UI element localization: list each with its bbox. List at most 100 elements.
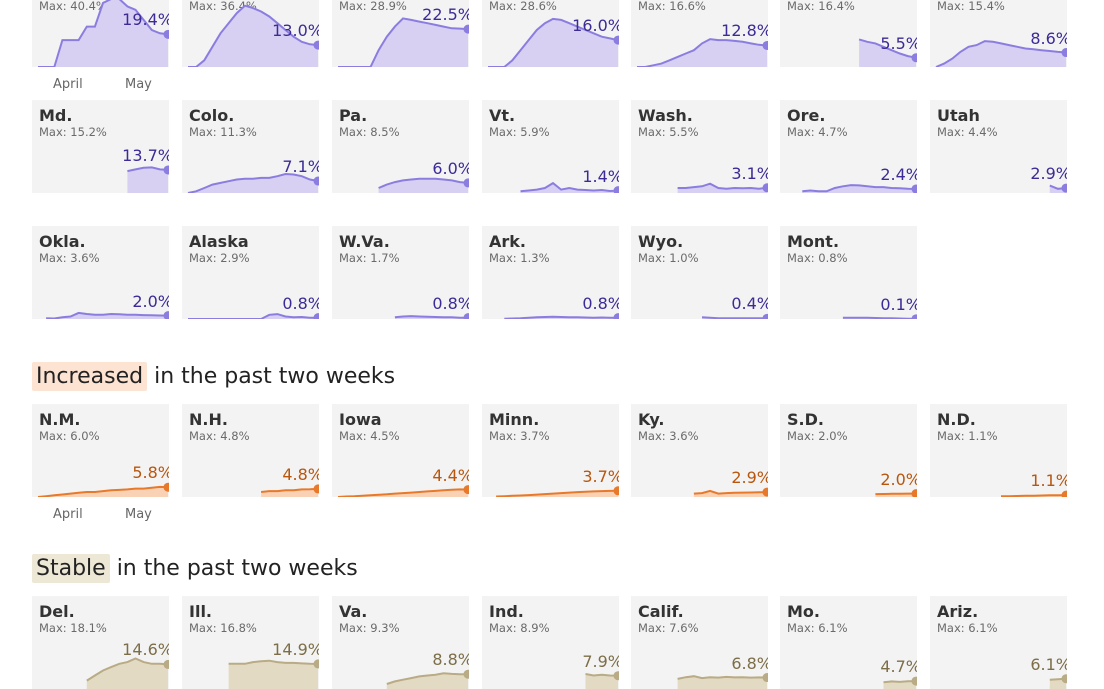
state-chart-md: Md.Max: 15.2%13.7% [32, 100, 169, 193]
latest-value-label: 7.1% [282, 159, 319, 175]
state-chart-wash: Wash.Max: 5.5%3.1% [631, 100, 768, 193]
sparkline-area [631, 596, 768, 689]
latest-value-label: 22.5% [422, 7, 469, 23]
sparkline-area [930, 596, 1067, 689]
state-chart-minn: Minn.Max: 3.7%3.7% [482, 404, 619, 497]
series-line [884, 681, 917, 682]
state-chart-state-4: Max: 16.6%12.8% [631, 0, 768, 67]
state-chart-mont: Mont.Max: 0.8%0.1% [780, 226, 917, 319]
series-line [1001, 495, 1066, 496]
stable-tag: Stable [32, 554, 110, 583]
series-line [678, 184, 767, 189]
latest-point [614, 186, 620, 193]
latest-value-label: 16.0% [572, 18, 619, 34]
area-fill [127, 167, 168, 193]
state-chart-state-3: Max: 28.6%16.0% [482, 0, 619, 67]
latest-value-label: 12.8% [721, 23, 768, 39]
state-chart-ill: Ill.Max: 16.8%14.9% [182, 596, 319, 689]
state-chart-w-va: W.Va.Max: 1.7%0.8% [332, 226, 469, 319]
area-fill [188, 174, 318, 193]
latest-value-label: 13.7% [122, 148, 169, 164]
latest-value-label: 0.1% [880, 297, 917, 313]
area-fill [338, 18, 468, 67]
state-chart-colo: Colo.Max: 11.3%7.1% [182, 100, 319, 193]
state-chart-state-1: Max: 36.4%13.0% [182, 0, 319, 67]
area-fill [229, 661, 318, 689]
latest-value-label: 5.8% [132, 465, 169, 481]
state-chart-mo: Mo.Max: 6.1%4.7% [780, 596, 917, 689]
x-axis-label-april: April [53, 507, 83, 522]
latest-value-label: 4.7% [880, 659, 917, 675]
state-chart-ind: Ind.Max: 8.9%7.9% [482, 596, 619, 689]
state-chart-state-5: Max: 16.4%5.5% [780, 0, 917, 67]
latest-value-label: 6.8% [731, 656, 768, 672]
state-chart-n-d: N.D.Max: 1.1%1.1% [930, 404, 1067, 497]
stable-subtitle: in the past two weeks [117, 556, 358, 581]
state-chart-n-h: N.H.Max: 4.8%4.8% [182, 404, 319, 497]
latest-value-label: 0.4% [731, 296, 768, 312]
latest-value-label: 1.1% [1030, 473, 1067, 489]
latest-point [164, 311, 170, 319]
section-title-increased: Increased in the past two weeks [32, 366, 395, 388]
state-chart-va: Va.Max: 9.3%8.8% [332, 596, 469, 689]
latest-value-label: 8.6% [1030, 31, 1067, 47]
latest-value-label: 2.0% [880, 472, 917, 488]
latest-value-label: 2.9% [731, 470, 768, 486]
increased-tag: Increased [32, 362, 147, 391]
latest-point [314, 313, 320, 319]
latest-value-label: 1.4% [582, 169, 619, 185]
series-line [694, 491, 767, 494]
latest-value-label: 19.4% [122, 12, 169, 28]
latest-value-label: 3.1% [731, 166, 768, 182]
latest-value-label: 5.5% [880, 36, 917, 52]
latest-point [763, 314, 769, 319]
series-line [875, 494, 916, 495]
latest-point [614, 313, 620, 319]
state-chart-ore: Ore.Max: 4.7%2.4% [780, 100, 917, 193]
latest-value-label: 4.4% [432, 468, 469, 484]
latest-value-label: 6.0% [432, 161, 469, 177]
latest-point [1062, 491, 1068, 497]
state-chart-ariz: Ariz.Max: 6.1%6.1% [930, 596, 1067, 689]
latest-value-label: 0.8% [582, 296, 619, 312]
series-line [586, 674, 619, 676]
state-chart-vt: Vt.Max: 5.9%1.4% [482, 100, 619, 193]
x-axis-label-may: May [125, 77, 152, 92]
x-axis-label-april: April [53, 77, 83, 92]
latest-point [464, 313, 470, 319]
x-axis-label-may: May [125, 507, 152, 522]
state-chart-pa: Pa.Max: 8.5%6.0% [332, 100, 469, 193]
latest-value-label: 8.8% [432, 652, 469, 668]
series-line [702, 317, 767, 318]
latest-value-label: 2.0% [132, 294, 169, 310]
latest-value-label: 6.1% [1030, 657, 1067, 673]
state-chart-s-d: S.D.Max: 2.0%2.0% [780, 404, 917, 497]
state-chart-calif: Calif.Max: 7.6%6.8% [631, 596, 768, 689]
state-chart-okla: Okla.Max: 3.6%2.0% [32, 226, 169, 319]
state-chart-state-2: Max: 28.9%22.5% [332, 0, 469, 67]
latest-point [912, 489, 918, 497]
latest-value-label: 7.9% [582, 654, 619, 670]
latest-value-label: 13.0% [272, 23, 319, 39]
section-title-stable: Stable in the past two weeks [32, 558, 358, 580]
latest-value-label: 3.7% [582, 469, 619, 485]
state-chart-n-m: N.M.Max: 6.0%5.8% [32, 404, 169, 497]
sparkline-area [32, 404, 169, 497]
state-chart-wyo: Wyo.Max: 1.0%0.4% [631, 226, 768, 319]
state-chart-ky: Ky.Max: 3.6%2.9% [631, 404, 768, 497]
state-chart-del: Del.Max: 18.1%14.6% [32, 596, 169, 689]
latest-value-label: 2.4% [880, 167, 917, 183]
sparkline-area [332, 596, 469, 689]
latest-value-label: 2.9% [1030, 166, 1067, 182]
increased-subtitle: in the past two weeks [154, 364, 395, 389]
latest-value-label: 14.9% [272, 642, 319, 658]
state-chart-state-0: Max: 40.4%19.4% [32, 0, 169, 67]
latest-value-label: 14.6% [122, 642, 169, 658]
state-chart-state-6: Max: 15.4%8.6% [930, 0, 1067, 67]
latest-value-label: 4.8% [282, 467, 319, 483]
latest-point [912, 314, 918, 319]
series-line [843, 318, 916, 319]
